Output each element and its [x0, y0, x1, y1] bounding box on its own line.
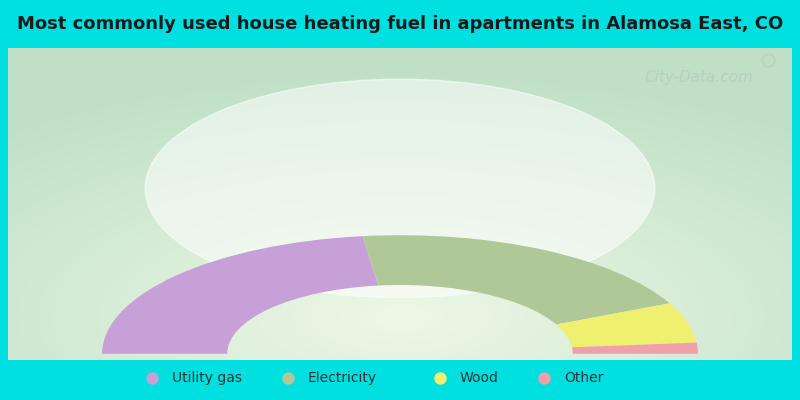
Text: Electricity: Electricity [308, 371, 377, 385]
Text: Wood: Wood [460, 371, 499, 385]
Ellipse shape [146, 79, 654, 298]
Text: Most commonly used house heating fuel in apartments in Alamosa East, CO: Most commonly used house heating fuel in… [17, 15, 783, 33]
Text: Other: Other [564, 371, 603, 385]
Wedge shape [572, 343, 698, 354]
Wedge shape [556, 303, 697, 347]
Text: City-Data.com: City-Data.com [644, 70, 753, 85]
Wedge shape [362, 235, 670, 324]
Wedge shape [102, 236, 378, 354]
Text: Utility gas: Utility gas [172, 371, 242, 385]
